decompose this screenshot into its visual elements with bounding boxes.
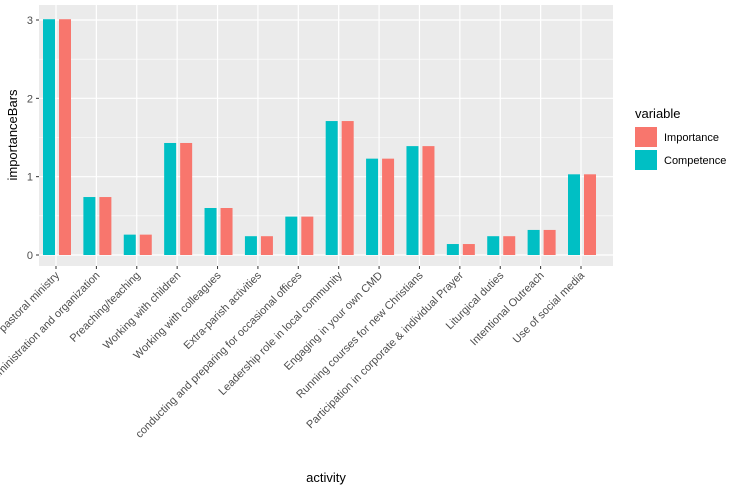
bar-importance [584, 174, 596, 255]
bar-competence [568, 174, 580, 255]
bar-competence [43, 19, 55, 255]
bar-importance [139, 234, 152, 255]
bar-importance [59, 19, 71, 255]
x-tick-label: Working with children [101, 270, 183, 352]
grid-major [39, 5, 613, 266]
legend: variable Importance Competence [635, 106, 726, 170]
bar-importance [220, 208, 233, 255]
y-tick-label: 1 [27, 172, 33, 184]
bar-importance [180, 142, 193, 255]
bar-competence [325, 121, 338, 255]
legend-label-competence: Competence [664, 155, 726, 167]
bar-importance [543, 229, 556, 255]
x-tick-label: Use of social media [511, 269, 588, 346]
legend-title: variable [635, 106, 681, 121]
y-axis-title: importanceBars [5, 89, 20, 181]
x-tick-label: Intentional Outreach [468, 270, 547, 349]
bar-competence [446, 244, 459, 255]
legend-swatch-importance [635, 127, 657, 147]
bar-competence [487, 236, 500, 255]
bar-importance [382, 158, 395, 255]
bar-competence [83, 197, 96, 255]
bar-importance [260, 236, 273, 255]
bar-competence [527, 229, 540, 255]
x-tick-label: Preaching/teaching [68, 270, 143, 345]
x-axis: Collaborative pastoral ministryAdministr… [0, 266, 588, 441]
y-axis: 0 1 2 3 [27, 15, 39, 262]
legend-swatch-competence [635, 150, 657, 170]
bar-competence [204, 208, 217, 255]
bar-importance [341, 121, 354, 255]
x-axis-title: activity [306, 470, 346, 485]
bar-competence [244, 236, 257, 255]
bar-competence [123, 234, 136, 255]
bar-competence [406, 146, 419, 255]
y-tick-label: 0 [27, 250, 33, 262]
bar-importance [301, 216, 314, 255]
x-tick-label: Extra-parish activities [182, 269, 265, 352]
legend-label-importance: Importance [664, 132, 719, 144]
bar-importance [422, 146, 435, 255]
bar-importance [503, 236, 516, 255]
bar-competence [366, 158, 379, 255]
bar-importance [99, 197, 112, 255]
bar-competence [285, 216, 298, 255]
y-tick-label: 3 [27, 15, 33, 27]
bars [43, 19, 596, 255]
bar-competence [164, 142, 177, 255]
bar-importance [462, 244, 475, 255]
y-tick-label: 2 [27, 93, 33, 105]
